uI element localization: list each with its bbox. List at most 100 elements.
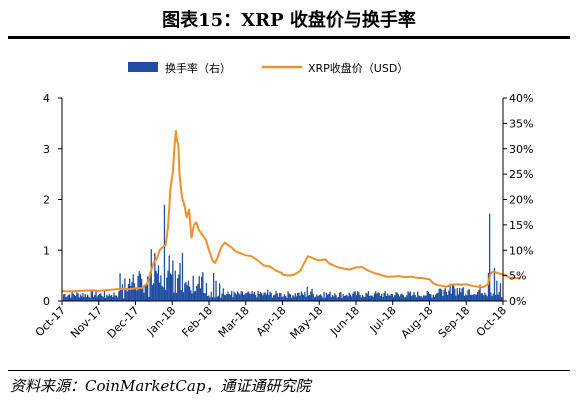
turnover-bar: [251, 290, 253, 301]
turnover-bar: [322, 297, 324, 301]
turnover-bar: [99, 294, 101, 301]
turnover-bar: [237, 291, 239, 301]
turnover-bar: [81, 296, 83, 301]
turnover-bar: [165, 289, 167, 301]
turnover-bar: [353, 291, 355, 301]
turnover-bar: [213, 273, 215, 301]
turnover-bar: [298, 292, 300, 301]
turnover-bar: [185, 282, 187, 301]
turnover-bar: [191, 293, 193, 301]
turnover-bar: [87, 294, 89, 301]
turnover-bar: [83, 296, 85, 301]
turnover-bar: [166, 277, 168, 301]
x-tick-label: Oct-18: [474, 304, 509, 339]
turnover-bar: [480, 293, 482, 301]
turnover-bar: [256, 297, 258, 301]
turnover-bar: [346, 294, 348, 301]
turnover-bar: [385, 295, 388, 301]
turnover-bar: [474, 294, 476, 301]
turnover-bar: [280, 293, 282, 301]
turnover-bar: [93, 297, 95, 301]
turnover-bar: [304, 292, 306, 301]
turnover-bar: [240, 291, 242, 301]
turnover-bar: [316, 294, 318, 301]
legend: 换手率（右） XRP收盘价（USD）: [128, 61, 408, 75]
turnover-bar: [287, 291, 289, 301]
turnover-bar: [459, 287, 461, 301]
turnover-bar: [297, 292, 299, 301]
turnover-bar: [276, 293, 278, 301]
turnover-bar: [468, 289, 470, 301]
turnover-bar: [118, 291, 120, 301]
turnover-bar: [214, 297, 216, 301]
turnover-bar: [496, 280, 498, 301]
turnover-bar: [135, 287, 137, 301]
turnover-bar: [387, 293, 389, 301]
turnover-bar: [114, 295, 116, 301]
turnover-bar: [393, 297, 395, 301]
turnover-bar: [341, 297, 343, 301]
turnover-bar: [447, 294, 449, 301]
turnover-bar: [279, 292, 281, 301]
turnover-bar: [444, 288, 446, 301]
turnover-bar: [477, 291, 479, 301]
turnover-bar: [154, 252, 156, 301]
turnover-bar: [465, 294, 467, 301]
turnover-bar: [355, 295, 358, 301]
turnover-bar: [307, 295, 310, 301]
turnover-bar: [449, 283, 451, 301]
turnover-bar: [249, 293, 251, 301]
turnover-bar: [219, 283, 221, 301]
turnover-bar: [391, 293, 394, 301]
turnover-bar: [294, 293, 296, 301]
turnover-bar: [189, 286, 191, 301]
turnover-bar: [439, 288, 442, 301]
turnover-bar: [73, 295, 76, 301]
turnover-bar: [95, 291, 97, 301]
turnover-bar: [243, 295, 245, 301]
turnover-bar: [438, 288, 440, 301]
turnover-bar: [401, 293, 403, 301]
turnover-bar: [228, 294, 230, 301]
source-note: 资料来源：CoinMarketCap，通证通研究院: [10, 377, 311, 395]
turnover-bar: [462, 287, 464, 301]
turnover-bar: [82, 293, 84, 301]
turnover-bar: [292, 295, 294, 301]
turnover-bar: [190, 290, 192, 301]
turnover-bar: [378, 292, 380, 301]
turnover-bar: [289, 294, 292, 301]
turnover-bar: [299, 295, 301, 301]
turnover-bar: [487, 273, 490, 301]
turnover-bar: [339, 292, 341, 301]
turnover-bar: [75, 295, 77, 301]
turnover-bar: [178, 274, 180, 301]
turnover-bar: [223, 294, 226, 301]
turnover-bar: [208, 295, 210, 301]
turnover-bar: [244, 294, 246, 301]
turnover-bar: [357, 291, 359, 301]
turnover-bar: [89, 297, 91, 301]
turnover-bar: [406, 295, 408, 301]
turnover-bar: [485, 294, 487, 301]
turnover-bar: [265, 294, 268, 301]
turnover-bar: [261, 293, 263, 301]
turnover-bar: [335, 295, 337, 301]
turnover-bar: [382, 297, 384, 301]
turnover-bar: [63, 294, 65, 301]
turnover-bar: [303, 295, 305, 301]
x-tick-label: Jul-18: [367, 304, 399, 336]
turnover-bar: [305, 296, 307, 301]
turnover-bar: [250, 294, 252, 301]
turnover-bar: [133, 283, 136, 301]
turnover-bar: [373, 293, 376, 301]
source-rule: [8, 370, 570, 371]
turnover-bar: [221, 293, 223, 301]
turnover-bar: [108, 294, 110, 301]
turnover-bar: [437, 292, 439, 301]
legend-label-price: XRP收盘价（USD）: [308, 61, 408, 75]
turnover-bar: [270, 292, 272, 301]
right-tick-label: 35%: [509, 117, 533, 130]
turnover-bar: [183, 292, 185, 301]
turnover-bar: [461, 288, 463, 301]
turnover-bar: [173, 292, 175, 301]
